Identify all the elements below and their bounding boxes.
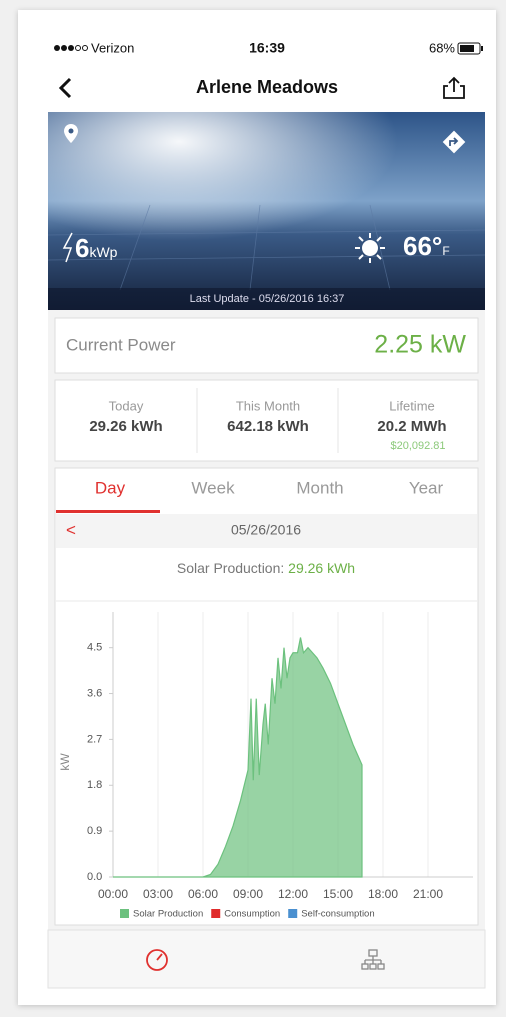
legend-label: Self-consumption	[301, 909, 374, 920]
legend-swatch	[120, 909, 129, 918]
x-tick-label: 09:00	[233, 887, 263, 901]
battery-text: 68%	[429, 40, 455, 55]
y-tick-label: 2.7	[87, 733, 102, 745]
x-tick-label: 12:00	[278, 887, 308, 901]
stat-label: This Month	[236, 398, 300, 413]
tab[interactable]: Year	[409, 478, 444, 497]
date: 05/26/2016	[231, 522, 301, 538]
banner-sun	[48, 112, 485, 310]
x-tick-label: 00:00	[98, 887, 128, 901]
sun-icon	[355, 233, 385, 263]
tab-bar	[48, 930, 485, 988]
x-tick-label: 03:00	[143, 887, 173, 901]
stat-value: 29.26 kWh	[89, 418, 162, 435]
x-tick-label: 18:00	[368, 887, 398, 901]
tab-underline	[56, 510, 160, 513]
legend-swatch	[288, 909, 297, 918]
carrier: Verizon	[91, 40, 134, 55]
legend-label: Solar Production	[133, 909, 203, 920]
x-tick-label: 06:00	[188, 887, 218, 901]
nav-title: Arlene Meadows	[196, 77, 338, 97]
time: 16:39	[249, 40, 285, 56]
prev-button[interactable]: <	[66, 520, 76, 539]
tab[interactable]: Day	[95, 478, 126, 497]
legend-label: Consumption	[224, 909, 280, 920]
y-axis-label: kW	[58, 753, 72, 771]
stat-value: 642.18 kWh	[227, 418, 309, 435]
stat-label: Lifetime	[389, 398, 435, 413]
page: Verizon 16:39 68% Arlene Meadows 6kWp 66…	[0, 0, 506, 1017]
tab[interactable]: Month	[296, 478, 343, 497]
legend-swatch	[211, 909, 220, 918]
summary: Solar Production: 29.26 kWh	[177, 560, 355, 576]
stat-sub: $20,092.81	[390, 440, 445, 452]
last-update: Last Update - 05/26/2016 16:37	[190, 293, 345, 305]
x-tick-label: 15:00	[323, 887, 353, 901]
x-tick-label: 21:00	[413, 887, 443, 901]
stat-value: 20.2 MWh	[377, 418, 446, 435]
y-tick-label: 0.0	[87, 871, 102, 883]
current-power-value: 2.25 kW	[374, 331, 466, 359]
y-tick-label: 4.5	[87, 642, 102, 654]
stat-label: Today	[109, 398, 144, 413]
screen: Verizon 16:39 68% Arlene Meadows 6kWp 66…	[0, 0, 506, 1017]
y-tick-label: 1.8	[87, 779, 102, 791]
current-power-label: Current Power	[66, 335, 176, 354]
tab[interactable]: Week	[191, 478, 235, 497]
y-tick-label: 3.6	[87, 687, 102, 699]
y-tick-label: 0.9	[87, 825, 102, 837]
